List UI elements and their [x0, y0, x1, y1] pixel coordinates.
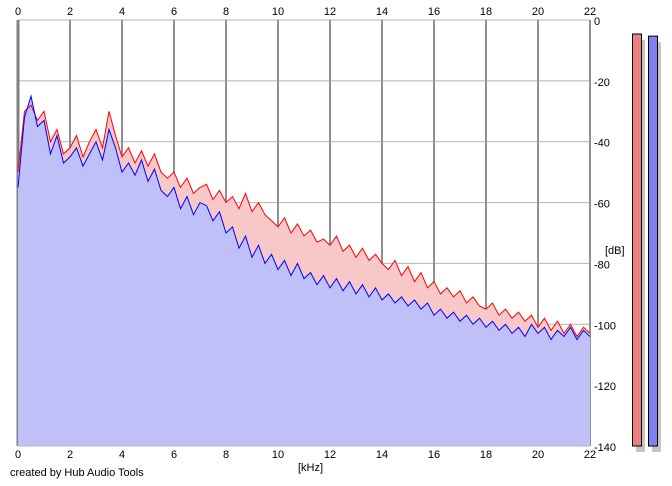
- x-tick-label-top: 6: [171, 6, 177, 18]
- x-tick-label-bottom: 8: [223, 449, 229, 461]
- x-tick-label-bottom: 2: [67, 449, 73, 461]
- y-tick-label: -140: [594, 442, 616, 454]
- y-tick-label: -100: [594, 320, 616, 332]
- x-tick-label-bottom: 14: [376, 449, 388, 461]
- red-level-meter: [632, 33, 642, 447]
- x-tick-label-bottom: 20: [532, 449, 544, 461]
- x-tick-label-bottom: 4: [119, 449, 125, 461]
- axes: 0-20-40-60-80-100-120-140002244668810101…: [15, 6, 616, 461]
- y-tick-label: -20: [594, 77, 610, 89]
- x-tick-label-top: 12: [324, 6, 336, 18]
- blue-level-meter: [648, 35, 658, 447]
- series-layer: [17, 94, 591, 446]
- blue-channel-line: [17, 94, 591, 341]
- x-tick-label-top: 8: [223, 6, 229, 18]
- y-axis-label: [dB]: [605, 245, 625, 257]
- y-tick-label: -40: [594, 138, 610, 150]
- x-tick-label-top: 14: [376, 6, 388, 18]
- x-tick-label-bottom: 22: [584, 449, 596, 461]
- credit-text: created by Hub Audio Tools: [10, 467, 144, 479]
- x-tick-label-bottom: 10: [272, 449, 284, 461]
- y-tick-label: 0: [594, 16, 600, 28]
- x-tick-label-top: 22: [584, 6, 596, 18]
- x-tick-label-top: 2: [67, 6, 73, 18]
- x-tick-label-top: 4: [119, 6, 125, 18]
- x-tick-label-bottom: 18: [480, 449, 492, 461]
- x-tick-label-bottom: 12: [324, 449, 336, 461]
- x-tick-label-top: 18: [480, 6, 492, 18]
- x-axis-label: [kHz]: [298, 462, 323, 474]
- y-tick-label: -120: [594, 381, 616, 393]
- y-tick-label: -60: [594, 199, 610, 211]
- x-tick-label-top: 16: [428, 6, 440, 18]
- x-tick-label-top: 20: [532, 6, 544, 18]
- x-tick-label-bottom: 0: [15, 449, 21, 461]
- y-tick-label: -80: [594, 259, 610, 271]
- red-channel-line: [17, 104, 591, 338]
- x-tick-label-bottom: 6: [171, 449, 177, 461]
- x-tick-label-top: 0: [15, 6, 21, 18]
- blue-channel-fill: [18, 96, 590, 446]
- x-tick-label-bottom: 16: [428, 449, 440, 461]
- level-meters: [632, 33, 661, 453]
- x-tick-label-top: 10: [272, 6, 284, 18]
